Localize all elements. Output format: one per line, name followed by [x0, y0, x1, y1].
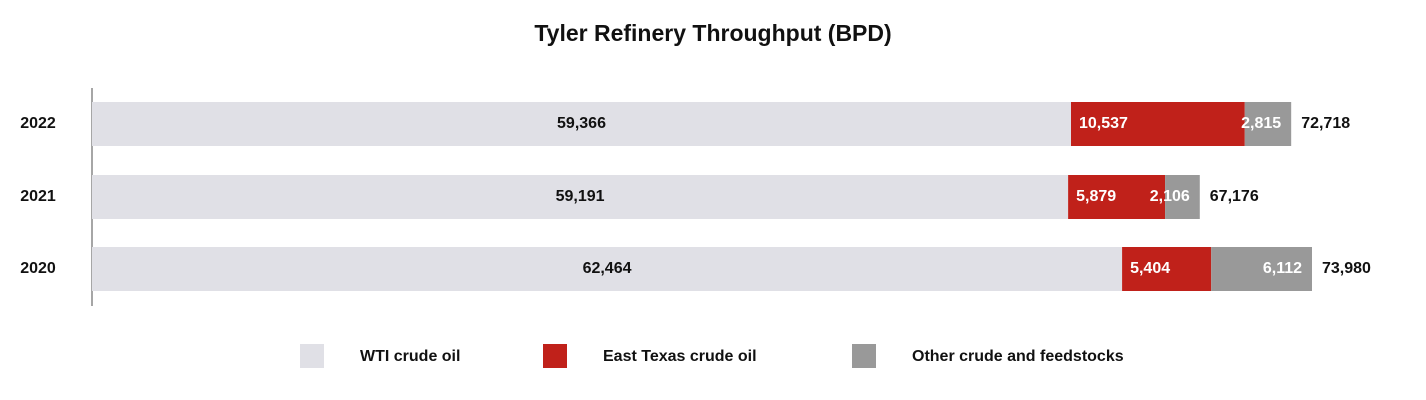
bar-segment	[92, 247, 1123, 291]
total-label: 72,718	[1301, 115, 1350, 132]
value-label: 62,464	[583, 260, 632, 277]
total-label: 67,176	[1210, 188, 1259, 205]
value-label: 59,366	[557, 115, 606, 132]
bar-segment	[1122, 247, 1212, 291]
bar-segment	[92, 102, 1072, 146]
legend-label: Other crude and feedstocks	[912, 348, 1124, 365]
value-label: 2,815	[1241, 115, 1281, 132]
legend-label: WTI crude oil	[360, 348, 460, 365]
bar-segment	[1071, 102, 1245, 146]
value-label: 6,112	[1263, 260, 1302, 277]
legend-swatch	[852, 344, 876, 368]
legend-swatch	[300, 344, 324, 368]
bar-segment	[1244, 102, 1292, 146]
value-label: 5,404	[1130, 260, 1170, 277]
value-label: 2,106	[1150, 188, 1190, 205]
legend-label: East Texas crude oil	[603, 348, 757, 365]
category-label: 2020	[20, 260, 56, 277]
legend-swatch	[543, 344, 567, 368]
category-label: 2022	[20, 115, 56, 132]
value-label: 10,537	[1079, 115, 1128, 132]
category-label: 2021	[20, 188, 56, 205]
chart-title: Tyler Refinery Throughput (BPD)	[534, 20, 891, 46]
bar-segment	[1068, 175, 1166, 219]
bar-segment	[92, 175, 1069, 219]
bar-segment	[1165, 175, 1200, 219]
value-label: 59,191	[556, 188, 605, 205]
total-label: 73,980	[1322, 260, 1371, 277]
value-label: 5,879	[1076, 188, 1116, 205]
bar-segment	[1211, 247, 1312, 291]
